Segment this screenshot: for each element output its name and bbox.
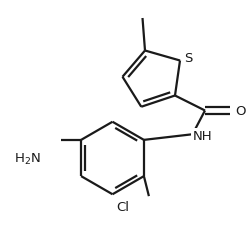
Text: H$_2$N: H$_2$N — [14, 151, 41, 166]
Text: Cl: Cl — [116, 200, 130, 213]
Text: NH: NH — [193, 130, 212, 142]
Text: S: S — [184, 52, 193, 65]
Text: O: O — [236, 105, 246, 117]
